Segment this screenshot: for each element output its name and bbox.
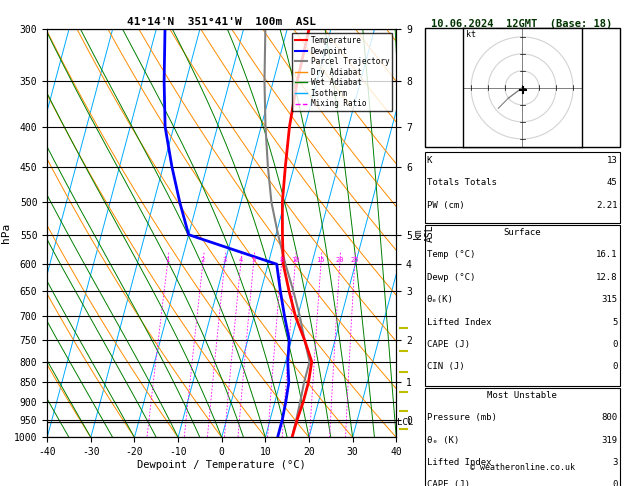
- Text: © weatheronline.co.uk: © weatheronline.co.uk: [470, 463, 574, 471]
- Text: 5: 5: [252, 258, 255, 263]
- Text: θₑ(K): θₑ(K): [426, 295, 454, 304]
- Text: 12.8: 12.8: [596, 273, 618, 282]
- Text: Lifted Index: Lifted Index: [426, 318, 491, 327]
- Text: Dewp (°C): Dewp (°C): [426, 273, 475, 282]
- Text: CAPE (J): CAPE (J): [426, 481, 470, 486]
- Bar: [425, 226, 620, 386]
- Text: 16.1: 16.1: [596, 250, 618, 260]
- Text: 13: 13: [607, 156, 618, 165]
- Text: PW (cm): PW (cm): [426, 201, 464, 209]
- X-axis label: Dewpoint / Temperature (°C): Dewpoint / Temperature (°C): [137, 460, 306, 470]
- Bar: [425, 388, 620, 486]
- Text: 0: 0: [612, 340, 618, 349]
- Text: 1: 1: [165, 258, 170, 263]
- Text: 3: 3: [612, 458, 618, 467]
- Text: 3: 3: [223, 258, 226, 263]
- Text: kt: kt: [466, 30, 476, 39]
- Text: Pressure (mb): Pressure (mb): [426, 413, 496, 422]
- Y-axis label: hPa: hPa: [1, 223, 11, 243]
- Text: 315: 315: [601, 295, 618, 304]
- Text: 10: 10: [291, 258, 299, 263]
- Bar: [425, 28, 620, 147]
- Text: 0: 0: [612, 363, 618, 371]
- Text: 319: 319: [601, 435, 618, 445]
- Text: 10.06.2024  12GMT  (Base: 18): 10.06.2024 12GMT (Base: 18): [431, 19, 613, 29]
- Text: K: K: [426, 156, 432, 165]
- Bar: [425, 152, 620, 223]
- Text: Temp (°C): Temp (°C): [426, 250, 475, 260]
- Text: 4: 4: [238, 258, 243, 263]
- Text: θₑ (K): θₑ (K): [426, 435, 459, 445]
- Text: CAPE (J): CAPE (J): [426, 340, 470, 349]
- Text: 2.21: 2.21: [596, 201, 618, 209]
- Text: 20: 20: [335, 258, 344, 263]
- Legend: Temperature, Dewpoint, Parcel Trajectory, Dry Adiabat, Wet Adiabat, Isotherm, Mi: Temperature, Dewpoint, Parcel Trajectory…: [292, 33, 392, 111]
- Text: 5: 5: [612, 318, 618, 327]
- Text: 2: 2: [201, 258, 205, 263]
- Text: 15: 15: [316, 258, 325, 263]
- Text: 800: 800: [601, 413, 618, 422]
- Text: Most Unstable: Most Unstable: [487, 391, 557, 400]
- Text: 45: 45: [607, 178, 618, 187]
- Text: 8: 8: [279, 258, 284, 263]
- Text: 0: 0: [612, 481, 618, 486]
- Text: Totals Totals: Totals Totals: [426, 178, 496, 187]
- Text: CIN (J): CIN (J): [426, 363, 464, 371]
- Text: 25: 25: [350, 258, 359, 263]
- Text: LCL: LCL: [397, 418, 413, 427]
- Text: Lifted Index: Lifted Index: [426, 458, 491, 467]
- Text: Surface: Surface: [503, 228, 541, 237]
- Y-axis label: km
ASL: km ASL: [413, 225, 435, 242]
- Title: 41°14'N  351°41'W  100m  ASL: 41°14'N 351°41'W 100m ASL: [127, 17, 316, 27]
